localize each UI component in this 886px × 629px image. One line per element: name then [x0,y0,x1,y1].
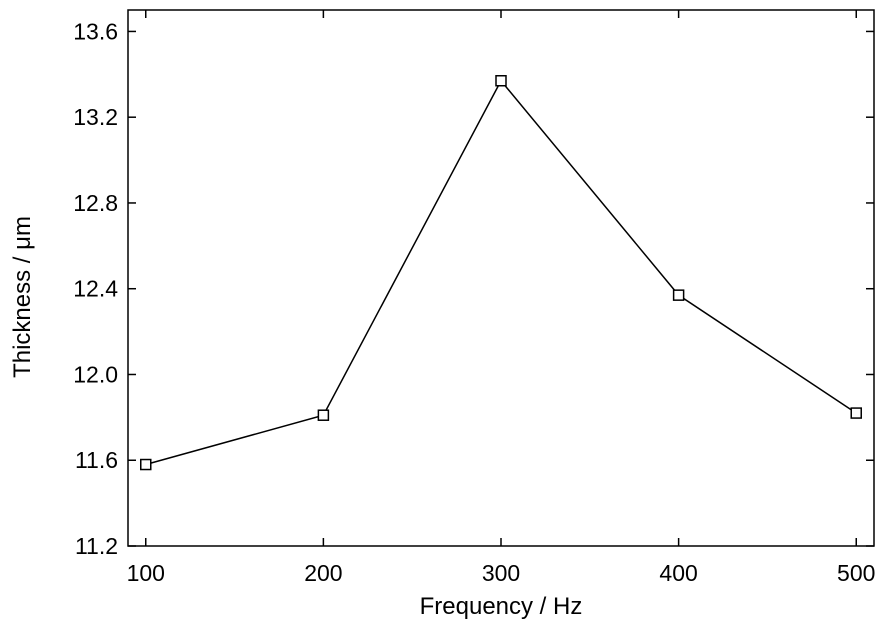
y-tick-label: 11.2 [75,533,118,559]
series-line [145,79,857,466]
y-tick-label: 11.6 [75,447,118,473]
y-tick-label: 13.6 [73,18,118,44]
data-point-marker [850,407,862,419]
y-tick-label: 12.4 [73,276,118,302]
plot-frame [127,9,875,547]
x-tick-label: 500 [837,560,875,586]
data-point-marker [672,289,685,301]
x-tick-label: 200 [304,560,342,586]
data-point-marker [495,75,507,87]
y-tick-label: 13.2 [73,104,118,130]
data-point-marker [140,458,152,471]
x-tick-label: 300 [482,560,520,586]
x-tick-label: 100 [127,560,165,586]
y-tick-label: 12.8 [73,190,118,216]
ticks-layer: 100 200 300 400 500 11.2 11.6 12.0 12.4 12.8 13.2 1… [73,10,875,586]
x-axis-label: Frequency / Hz [420,593,583,620]
y-axis-label: Thickness / μm [9,216,36,378]
axes-layer [127,9,875,547]
data-point-marker [317,409,330,421]
x-tick-label: 400 [659,560,697,586]
y-tick-label: 12.0 [73,361,118,387]
series-layer [140,75,862,471]
